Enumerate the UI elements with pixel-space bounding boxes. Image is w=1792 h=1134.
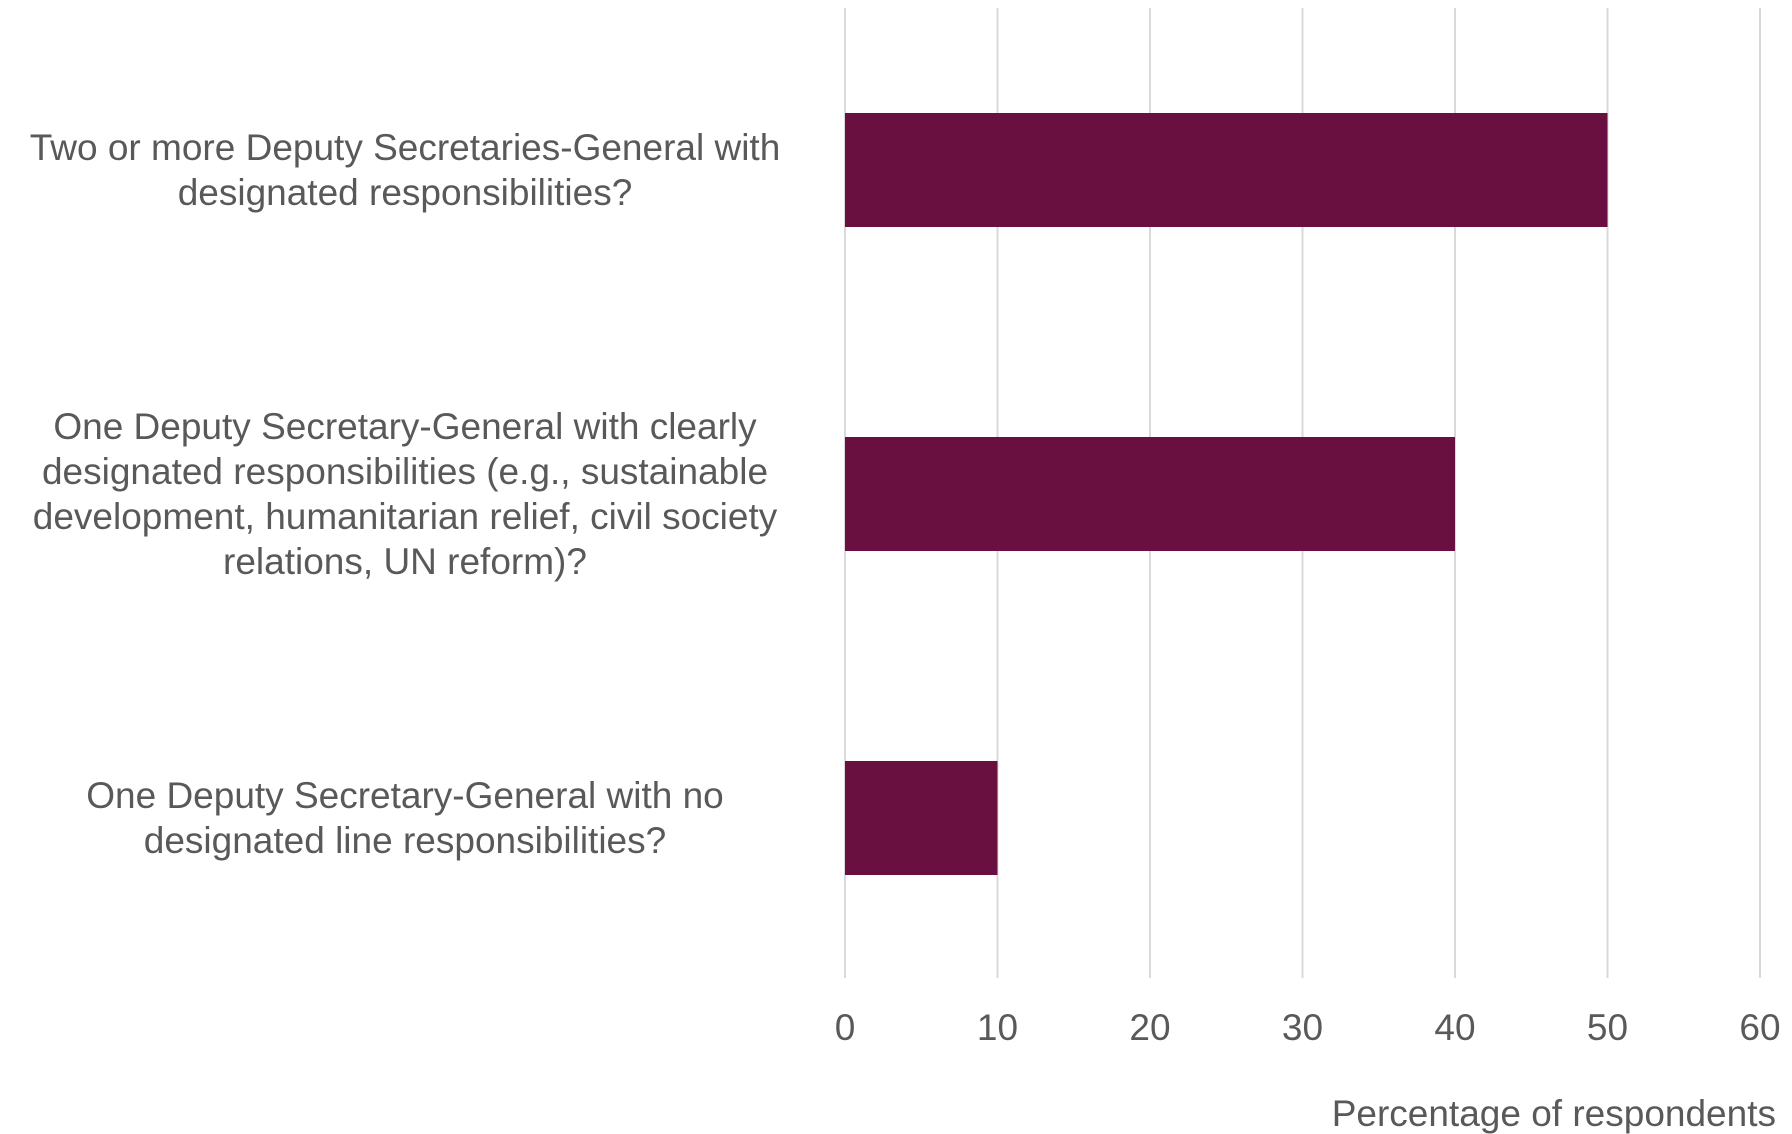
bar (845, 761, 998, 875)
x-tick-label: 10 (977, 1007, 1018, 1048)
x-tick-label: 30 (1282, 1007, 1323, 1048)
x-tick-label: 60 (1739, 1007, 1780, 1048)
x-axis-label: Percentage of respondents (1332, 1093, 1776, 1134)
x-tick-label: 0 (835, 1007, 856, 1048)
x-tick-label: 40 (1434, 1007, 1475, 1048)
x-tick-label: 50 (1587, 1007, 1628, 1048)
bar (845, 113, 1608, 227)
bar (845, 437, 1455, 551)
category-label: One Deputy Secretary-General with no des… (86, 775, 724, 861)
category-label: One Deputy Secretary-General with clearl… (32, 406, 778, 582)
category-label: Two or more Deputy Secretaries-General w… (29, 127, 781, 213)
x-tick-label: 20 (1129, 1007, 1170, 1048)
